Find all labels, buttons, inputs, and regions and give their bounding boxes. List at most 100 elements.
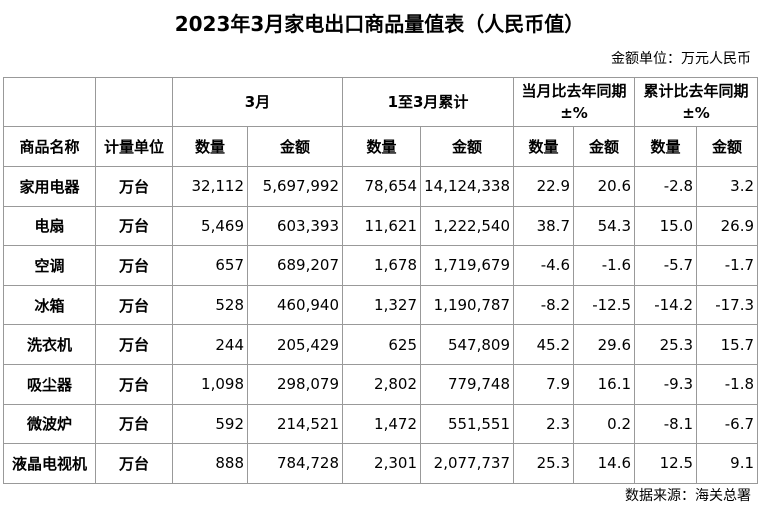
table-cell: 15.7 [696, 324, 759, 365]
title: 2023年3月家电出口商品量值表（人民币值） [174, 12, 585, 36]
row-label: 万台 [95, 324, 173, 365]
table-cell: 528 [172, 284, 248, 326]
table-cell: 29.6 [572, 324, 636, 365]
table-cell: 888 [172, 443, 248, 484]
column-header: 金额 [420, 126, 514, 167]
table-cell: 592 [172, 403, 248, 445]
table-row: 冰箱 万台 528 460,940 1,327 1,190,787 -8.2 -12.5 -14… [3, 284, 759, 326]
empty-cell [95, 77, 173, 127]
table-cell: 205,429 [247, 324, 343, 365]
table-row: 微波炉 万台 592 214,521 1,472 551,551 2.3 0.2 -8.1 -6.… [3, 403, 759, 445]
table-cell: 1,098 [172, 363, 248, 405]
row-label: 电扇 [3, 205, 96, 247]
table-cell: 460,940 [247, 284, 343, 326]
column-header: 金额 [247, 126, 343, 167]
table-cell: 3.2 [696, 166, 759, 207]
table-cell: 26.9 [696, 205, 759, 247]
table-cell: -9.3 [634, 363, 698, 405]
data-table: 3月 1至3月累计 当月比去年同期±% 累计比去年同期±% 商品名称 计量单位 数量 金额 数量… [3, 77, 759, 484]
column-header: 数量 [634, 126, 698, 167]
table-cell: 0.2 [572, 403, 636, 445]
table-cell: -1.6 [572, 245, 636, 286]
table-cell: 32,112 [172, 166, 248, 207]
row-label: 空调 [3, 245, 96, 286]
table-cell: 7.9 [513, 363, 574, 405]
table-cell: 16.1 [572, 363, 636, 405]
table-cell: 2,077,737 [420, 443, 514, 484]
table-cell: -4.6 [513, 245, 574, 286]
table-cell: 1,678 [342, 245, 421, 286]
table-row: 家用电器 万台 32,112 5,697,992 78,654 14,124,338 22.… [3, 166, 759, 207]
source-note: 数据来源：海关总署 [625, 488, 751, 504]
table-cell: -5.7 [634, 245, 698, 286]
row-label: 万台 [95, 363, 173, 405]
table-cell: 2,802 [342, 363, 421, 405]
table-cell: 14,124,338 [420, 166, 514, 207]
table-cell: -14.2 [634, 284, 698, 326]
table-cell: 689,207 [247, 245, 343, 286]
table-cell: 54.3 [572, 205, 636, 247]
table-cell: 15.0 [634, 205, 698, 247]
table-cell: 214,521 [247, 403, 343, 445]
table-cell: 244 [172, 324, 248, 365]
row-label: 万台 [95, 443, 173, 484]
table-cell: 547,809 [420, 324, 514, 365]
table-cell: 14.6 [572, 443, 636, 484]
column-header: 数量 [513, 126, 574, 167]
table-cell: 45.2 [513, 324, 574, 365]
row-label: 万台 [95, 166, 173, 207]
table-cell: 22.9 [513, 166, 574, 207]
table-cell: 2.3 [513, 403, 574, 445]
table-cell: 2,301 [342, 443, 421, 484]
column-header: 商品名称 [3, 126, 96, 167]
table-cell: -1.8 [696, 363, 759, 405]
table-cell: 625 [342, 324, 421, 365]
table-cell: 779,748 [420, 363, 514, 405]
row-label: 冰箱 [3, 284, 96, 326]
group-header: 1至3月累计 [342, 77, 514, 127]
group-header: 累计比去年同期±% [634, 77, 759, 127]
row-label: 洗衣机 [3, 324, 96, 365]
empty-cell [3, 77, 96, 127]
table-cell: -12.5 [572, 284, 636, 326]
table-cell: 1,327 [342, 284, 421, 326]
table-cell: 11,621 [342, 205, 421, 247]
table-cell: 603,393 [247, 205, 343, 247]
column-header: 数量 [342, 126, 421, 167]
unit-note: 金额单位：万元人民币 [611, 51, 751, 67]
table-row: 洗衣机 万台 244 205,429 625 547,809 45.2 29.6 25.3 15.… [3, 324, 759, 365]
table-cell: 25.3 [634, 324, 698, 365]
table-cell: 1,190,787 [420, 284, 514, 326]
row-label: 万台 [95, 205, 173, 247]
table-cell: 298,079 [247, 363, 343, 405]
column-header: 金额 [696, 126, 759, 167]
table-cell: -17.3 [696, 284, 759, 326]
table-cell: 1,719,679 [420, 245, 514, 286]
table-cell: 9.1 [696, 443, 759, 484]
table-cell: 20.6 [572, 166, 636, 207]
table-cell: 12.5 [634, 443, 698, 484]
column-header: 数量 [172, 126, 248, 167]
table-cell: 551,551 [420, 403, 514, 445]
column-header: 金额 [572, 126, 636, 167]
group-header: 3月 [172, 77, 343, 127]
table-row: 商品名称 计量单位 数量 金额 数量 金额 数量 金额 数量 金额 [3, 126, 759, 167]
row-label: 家用电器 [3, 166, 96, 207]
table-cell: 38.7 [513, 205, 574, 247]
table-row: 3月 1至3月累计 当月比去年同期±% 累计比去年同期±% [3, 77, 759, 127]
group-header: 当月比去年同期±% [512, 77, 636, 127]
table-cell: 25.3 [513, 443, 574, 484]
table-cell: 5,697,992 [247, 166, 343, 207]
table-cell: 5,469 [172, 205, 248, 247]
column-header: 计量单位 [95, 126, 173, 167]
table-cell: -1.7 [696, 245, 759, 286]
table-cell: 1,222,540 [420, 205, 514, 247]
row-label: 万台 [95, 245, 173, 286]
row-label: 万台 [95, 284, 173, 326]
table-cell: 784,728 [247, 443, 343, 484]
row-label: 吸尘器 [3, 363, 96, 405]
row-label: 液晶电视机 [3, 443, 96, 484]
table-cell: -2.8 [634, 166, 698, 207]
table-row: 电扇 万台 5,469 603,393 11,621 1,222,540 38.7 54.3 1… [3, 205, 759, 247]
